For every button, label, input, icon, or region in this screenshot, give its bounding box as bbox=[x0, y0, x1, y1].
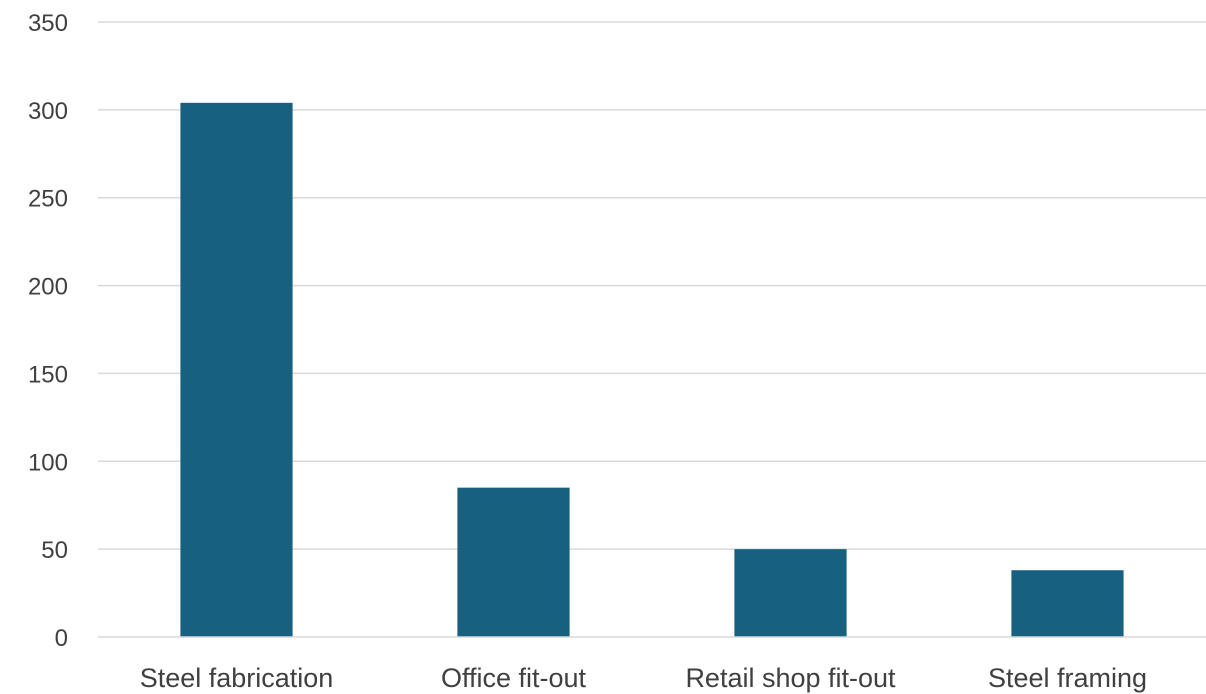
x-category-label: Retail shop fit-out bbox=[685, 663, 896, 693]
y-tick-label: 300 bbox=[28, 98, 68, 125]
x-axis-category-labels: Steel fabrication Office fit-out Retail sh… bbox=[140, 663, 1147, 693]
bar-steel-framing bbox=[1011, 570, 1124, 637]
y-tick-label: 100 bbox=[28, 449, 68, 476]
y-tick-label: 150 bbox=[28, 361, 68, 388]
bar-retail-shop-fit-out bbox=[734, 549, 847, 637]
bar-steel-fabrication bbox=[180, 102, 293, 638]
y-tick-label: 250 bbox=[28, 186, 68, 213]
y-tick-label: 200 bbox=[28, 274, 68, 301]
y-tick-label: 350 bbox=[28, 10, 68, 37]
y-tick-label: 0 bbox=[55, 625, 68, 652]
x-category-label: Office fit-out bbox=[441, 663, 587, 693]
x-category-label: Steel fabrication bbox=[140, 663, 334, 693]
bar-office-fit-out bbox=[457, 487, 570, 637]
y-tick-label: 50 bbox=[41, 537, 68, 564]
x-category-label: Steel framing bbox=[988, 663, 1147, 693]
y-axis-tick-labels: 0 50 100 150 200 250 300 350 bbox=[28, 10, 68, 652]
bars bbox=[180, 102, 1124, 638]
